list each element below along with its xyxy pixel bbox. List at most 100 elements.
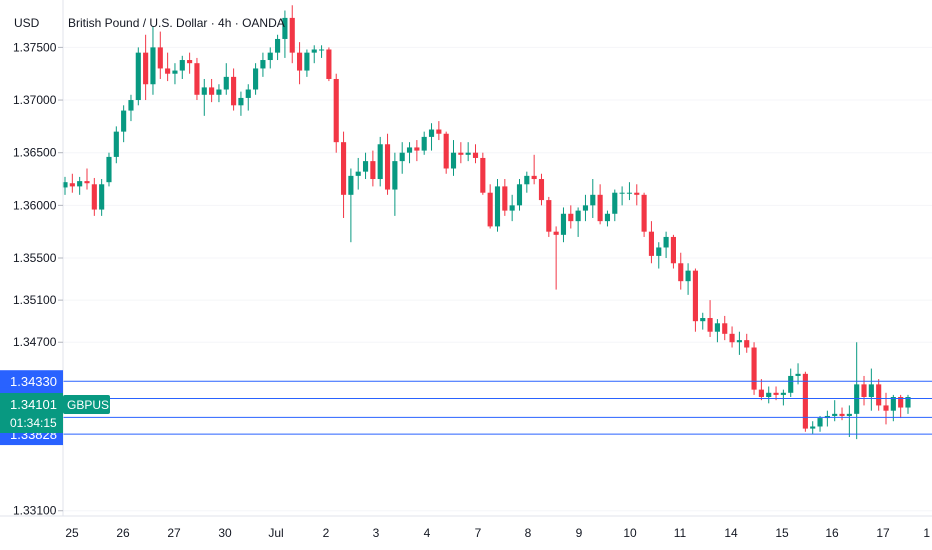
candle-up [788,368,794,398]
candle-up [399,142,405,174]
candle-up [604,210,611,227]
candle-body [450,152,457,169]
candle-body [685,270,691,282]
candle-body [99,184,105,210]
candle-down [546,196,552,237]
candle-up [62,176,68,195]
candle-up [560,207,567,243]
price-tick-label: 1.34700 [13,335,57,349]
time-tick-label: 9 [576,526,583,540]
candle-up [656,242,662,269]
symbol-tag[interactable]: GBPUSD [63,395,118,414]
candle-down [209,78,215,103]
candle-up [494,179,501,232]
candle-body [304,52,310,71]
candle-body [370,161,376,180]
candle-body [465,152,471,155]
candle-body [399,152,405,162]
candle-down [143,34,149,101]
time-tick-label: 1 [923,526,930,540]
candle-body [340,142,347,195]
time-tick-label: 26 [116,526,130,540]
candle-up [223,63,229,95]
candle-body [135,52,141,101]
candle-up [780,389,786,406]
candle-down [194,57,200,101]
candle-body [194,63,200,95]
time-tick-label: 2 [323,526,330,540]
candle-up [304,49,310,77]
candle-down [472,144,479,164]
candle-body [531,175,537,180]
candle-body [905,397,911,408]
level-price-label: 1.34330 [10,374,57,389]
candle-down [487,184,493,229]
candle-body [597,194,603,222]
candle-up [714,319,720,343]
candle-body [157,47,163,69]
candle-up [362,152,369,180]
candle-up [766,386,772,404]
candle-body [582,205,589,211]
candle-body [876,384,882,406]
candle-down [670,234,676,269]
price-axis[interactable]: 1.37500 1.37000 1.36500 1.36000 1.35500 1.351… [13,40,63,518]
candle-up [428,123,435,151]
time-tick-label: 4 [424,526,431,540]
candle-body [458,152,464,155]
candle-body [487,192,493,227]
candle-body [590,194,596,206]
candle-down [692,268,698,332]
candle-body [509,205,515,211]
candle-down [480,152,486,195]
candle-body [77,181,83,187]
candle-body [773,392,779,395]
candle-body [62,182,68,188]
candle-body [714,323,720,332]
candle-body [362,161,369,172]
candle-up [216,84,222,103]
candle-body [641,194,647,232]
candle-up [817,415,823,432]
candle-down [722,315,728,341]
candle-body [428,129,435,137]
candle-body [634,192,640,195]
candle-body [443,133,449,169]
candle-body [524,175,530,185]
time-tick-label: 14 [724,526,738,540]
candle-up [406,142,413,164]
time-tick-label: 16 [825,526,839,540]
last-price-value: 1.34101 [10,397,57,412]
time-tick-label: 30 [218,526,232,540]
candle-down [883,392,889,425]
candle-up [113,126,119,164]
candle-body [780,392,786,395]
candle-body [663,236,669,248]
time-axis[interactable]: 25 26 27 30 Jul 2 3 4 7 8 9 10 11 14 15 16 17 1 [65,526,930,540]
last-price-badge[interactable]: 1.34101 01:34:15 [0,393,63,433]
candle-down [707,300,713,337]
candle-up [121,105,127,143]
candle-up [179,55,185,79]
candle-body [297,52,303,71]
candle-down [370,150,376,187]
candle-body [238,97,244,106]
candle-up [99,179,105,216]
candle-down [648,221,655,264]
candle-body [854,384,860,414]
candle-body [722,323,728,334]
candle-down [231,68,237,111]
candle-down [384,133,391,195]
countdown-timer: 01:34:15 [10,416,57,430]
candle-down [340,131,347,218]
time-tick-label: Jul [268,526,283,540]
candle-down [597,184,603,225]
candle-up [450,140,457,176]
candle-down [876,379,882,411]
candle-body [604,213,611,222]
candle-body [868,384,874,398]
last-price-badge-bg [0,393,63,433]
candle-up [575,207,581,237]
chart-title[interactable]: British Pound / U.S. Dollar · 4h · OANDA [68,16,285,30]
